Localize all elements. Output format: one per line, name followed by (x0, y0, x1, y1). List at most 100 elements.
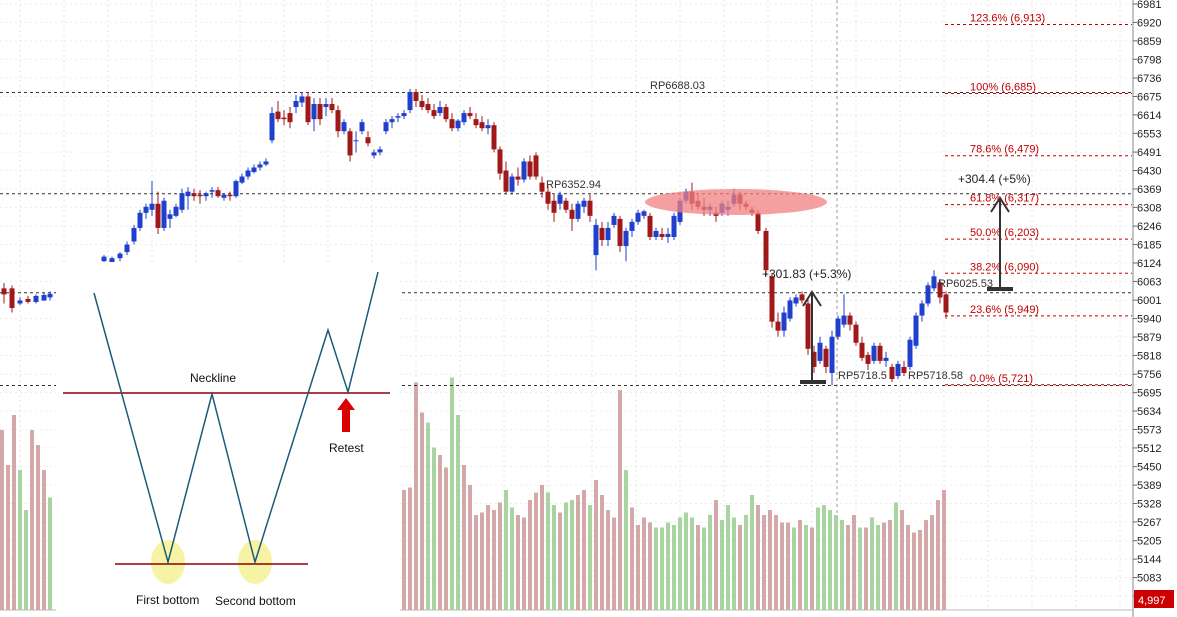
y-tick-label: 6491 (1137, 147, 1161, 159)
candle-body (557, 194, 563, 204)
candle-body (641, 211, 647, 216)
candle-body (131, 227, 137, 242)
candle-body (509, 176, 515, 192)
volume-bar (666, 522, 670, 610)
volume-bar (618, 390, 622, 610)
w-pattern-line (93, 271, 379, 565)
candle-body (635, 212, 641, 222)
candle-body (347, 131, 353, 156)
retest-arrow-icon (337, 398, 355, 432)
candle-body (467, 113, 473, 117)
candle-body (287, 113, 293, 123)
candle-body (539, 182, 545, 192)
candle-body (149, 203, 155, 210)
candle-body (365, 137, 371, 144)
y-tick-label: 5756 (1137, 369, 1161, 381)
volume-bar (18, 470, 22, 610)
first-bottom-label: First bottom (136, 593, 199, 607)
rp-label-6025: RP6025.53 (938, 278, 993, 290)
volume-bar (750, 495, 754, 610)
volume-bar (732, 517, 736, 610)
volume-bar (516, 515, 520, 610)
y-tick-label: 6981 (1137, 0, 1161, 11)
volume-bar (546, 492, 550, 610)
volume-bar (894, 502, 898, 610)
candle-body (443, 107, 449, 120)
volume-bar (708, 515, 712, 610)
volume-bar (888, 520, 892, 610)
candle-body (805, 303, 811, 349)
volume-bar (858, 527, 862, 610)
candle-body (581, 200, 587, 207)
candle-body (245, 170, 251, 177)
candle-body (311, 104, 317, 120)
candle-body (233, 181, 239, 197)
volume-bar (438, 455, 442, 610)
candle-body (665, 233, 671, 237)
volume-bar (834, 515, 838, 610)
candle-body (527, 161, 533, 177)
candle-body (799, 294, 805, 301)
volume-bar (930, 515, 934, 610)
volume-bar (660, 527, 664, 610)
volume-bar (744, 515, 748, 610)
candle-body (221, 194, 227, 198)
measure-arrow-1 (800, 290, 826, 384)
volume-bar (804, 525, 808, 610)
y-tick-label: 5389 (1137, 480, 1161, 492)
candle-body (371, 152, 377, 156)
candle-body (47, 293, 53, 298)
volume-bar (6, 465, 10, 610)
candle-body (155, 203, 161, 228)
candle-body (124, 244, 130, 253)
candle-body (33, 295, 39, 302)
candle-body (937, 282, 943, 298)
candle-body (503, 170, 509, 192)
y-tick-label: 5450 (1137, 462, 1161, 474)
volume-bar (558, 512, 562, 610)
rp-label-5718-a: RP5718.5 (838, 370, 887, 382)
candle-body (353, 140, 359, 142)
volume-bar (408, 487, 412, 610)
volume-bar (510, 507, 514, 610)
candle-body (491, 125, 497, 150)
candle-body (563, 200, 569, 210)
candle-body (671, 215, 677, 237)
candle-body (299, 96, 305, 103)
volume-bar (822, 505, 826, 610)
candle-body (515, 176, 521, 180)
volume-bar (936, 500, 940, 610)
candle-body (943, 294, 949, 313)
candle-body (485, 125, 491, 129)
volume-bar (42, 470, 46, 610)
candle-body (407, 91, 413, 111)
volume-bar (852, 515, 856, 610)
candle-body (335, 110, 341, 132)
candle-body (895, 363, 901, 377)
candle-body (569, 209, 575, 219)
candle-body (919, 303, 925, 316)
candle-body (17, 300, 23, 304)
volume-bar (828, 510, 832, 610)
volume-bar (630, 507, 634, 610)
candle-body (533, 155, 539, 177)
rp-label-6352: RP6352.94 (546, 179, 601, 191)
y-tick-label: 5695 (1137, 388, 1161, 400)
last-price-label: 4,997 (1138, 595, 1166, 607)
candle-body (775, 321, 781, 331)
volume-bar (690, 517, 694, 610)
volume-bar (768, 510, 772, 610)
candle-body (479, 122, 485, 129)
volume-bar (678, 517, 682, 610)
volume-bar (600, 495, 604, 610)
candle-body (455, 120, 461, 129)
volume-bar (474, 515, 478, 610)
candle-body (389, 119, 395, 123)
volume-bar (762, 515, 766, 610)
y-tick-label: 5083 (1137, 573, 1161, 585)
volume-bar (504, 490, 508, 610)
volume-bar (612, 517, 616, 610)
candle-body (143, 206, 149, 213)
volume-bar (786, 522, 790, 610)
